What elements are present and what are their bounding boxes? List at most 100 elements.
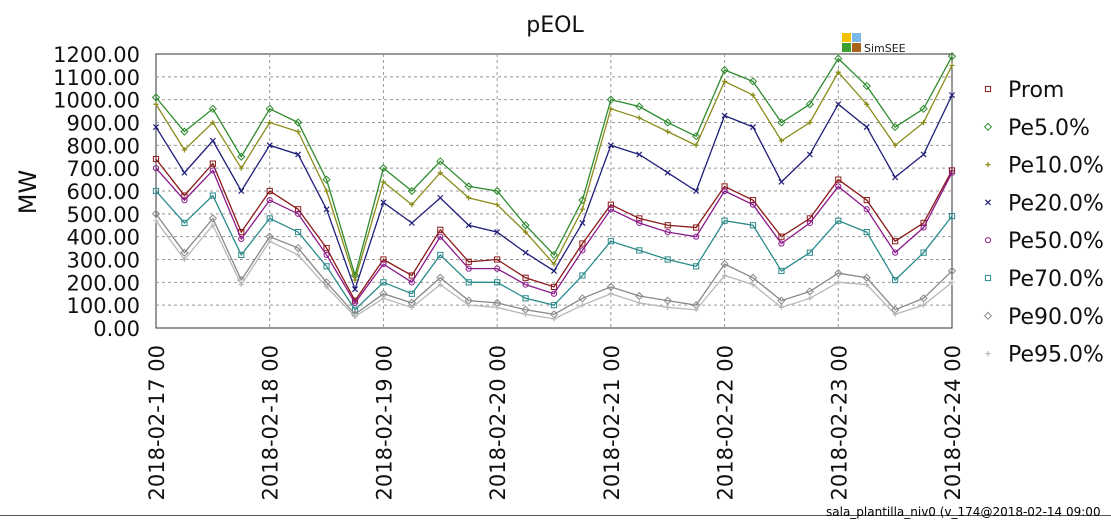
data-point: [522, 281, 529, 288]
data-point: [352, 277, 358, 283]
data-point: [521, 221, 530, 230]
data-point: [181, 219, 188, 227]
legend-label-8: Pe95.0%: [1008, 343, 1104, 368]
data-point: [180, 127, 189, 136]
data-point: [464, 182, 473, 191]
data-point: [607, 238, 614, 245]
data-point: [693, 224, 700, 231]
data-point: [778, 233, 785, 240]
data-point: [721, 187, 728, 195]
data-point: [295, 206, 302, 213]
data-point: [664, 169, 671, 176]
footer-divider: [0, 515, 1111, 516]
data-point: [892, 276, 899, 284]
data-point: [267, 238, 273, 244]
data-point: [862, 273, 871, 282]
data-point: [522, 274, 529, 281]
data-point: [494, 304, 500, 311]
data-point: [494, 256, 501, 263]
data-point: [151, 209, 161, 218]
data-point: [238, 235, 245, 243]
data-point: [208, 214, 217, 223]
data-point: [721, 183, 728, 190]
data-point: [407, 186, 416, 196]
data-point: [437, 233, 444, 240]
data-point: [777, 296, 786, 305]
data-point: [606, 95, 615, 104]
data-point: [153, 101, 159, 107]
x-tick-label: 2018-02-18 00: [259, 345, 283, 500]
data-point: [237, 152, 246, 161]
data-point: [466, 195, 472, 201]
data-point: [693, 142, 699, 148]
x-tick-label: 2018-02-21 00: [600, 345, 624, 500]
data-point: [465, 265, 472, 272]
data-point: [181, 256, 188, 263]
data-point: [834, 269, 843, 278]
data-point: [949, 279, 955, 285]
series-line-5: [155, 167, 953, 305]
data-point: [380, 260, 387, 268]
data-point: [891, 122, 900, 132]
logo-text: SimSEE: [864, 42, 906, 55]
data-point: [408, 290, 415, 297]
data-point: [693, 187, 700, 195]
data-point: [947, 266, 957, 276]
data-point: [295, 252, 301, 258]
data-point: [835, 176, 842, 183]
data-point: [750, 92, 756, 98]
x-tick-label: 2018-02-17 00: [145, 345, 169, 500]
x-tick-label: 2018-02-23 00: [827, 345, 851, 500]
data-point: [805, 287, 814, 296]
data-point: [181, 147, 188, 153]
data-point: [238, 282, 244, 288]
legend-label-4: Pe20.0%: [1008, 191, 1104, 216]
data-point: [549, 250, 559, 260]
legend-marker-4: [984, 199, 992, 206]
data-point: [664, 256, 671, 263]
data-point: [693, 263, 700, 270]
y-axis-label: MW: [14, 170, 42, 214]
y-tick-label: 600.00: [67, 180, 140, 204]
data-point: [664, 222, 671, 229]
legend-marker-1: [984, 85, 992, 93]
series-line-7: [155, 213, 953, 316]
data-point: [579, 302, 586, 308]
data-point: [265, 104, 274, 113]
data-point: [210, 222, 216, 228]
data-point: [409, 304, 415, 311]
y-tick-label: 900.00: [67, 112, 140, 136]
data-point: [181, 192, 188, 199]
data-point: [152, 165, 160, 172]
data-point: [834, 54, 843, 63]
data-point: [209, 192, 216, 199]
data-point: [550, 267, 558, 274]
legend-label-6: Pe70.0%: [1008, 267, 1104, 292]
data-point: [806, 249, 813, 256]
data-point: [436, 157, 445, 166]
data-point: [409, 202, 415, 208]
data-point: [806, 215, 813, 222]
data-point: [663, 118, 672, 127]
data-point: [294, 118, 303, 127]
data-point: [379, 164, 388, 173]
data-point: [267, 119, 273, 126]
y-tick-label: 400.00: [67, 226, 140, 250]
data-point: [749, 222, 757, 229]
data-point: [437, 170, 443, 176]
data-point: [864, 101, 870, 107]
data-point: [608, 106, 614, 112]
data-point: [778, 267, 785, 275]
data-point: [748, 273, 758, 282]
data-point: [748, 77, 758, 86]
plot-area: 0.00100.00200.00300.00400.00500.00600.00…: [53, 43, 1104, 500]
data-point: [408, 272, 415, 279]
data-point: [607, 206, 614, 213]
data-point: [351, 306, 359, 313]
data-point: [920, 249, 927, 256]
data-point: [607, 201, 614, 208]
data-point: [494, 229, 501, 236]
data-point: [295, 151, 302, 158]
data-point: [180, 248, 189, 257]
data-point: [181, 197, 188, 204]
